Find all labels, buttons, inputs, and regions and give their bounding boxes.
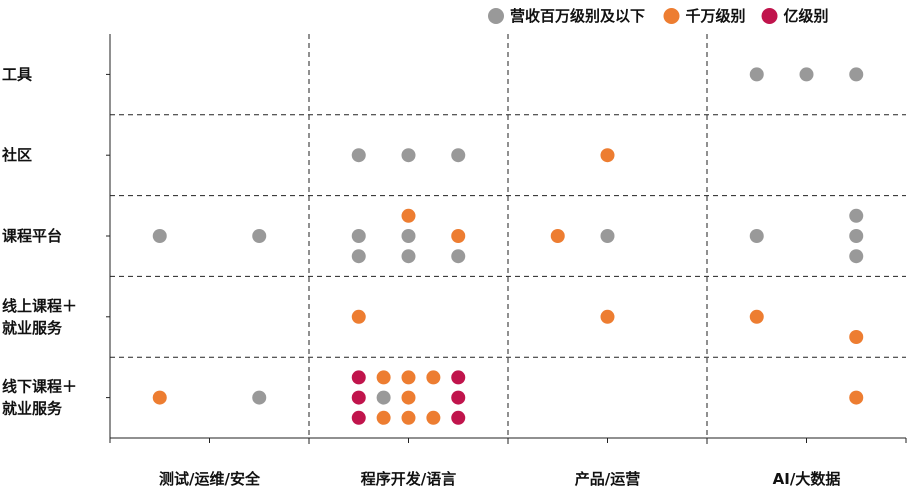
data-point-million <box>152 229 167 243</box>
data-point-million <box>401 148 416 163</box>
legend: 营收百万级别及以下 千万级别 亿级别 <box>488 7 829 25</box>
data-point-hundred_million <box>451 390 466 405</box>
legend-marker-ten_million <box>663 8 680 24</box>
data-point-million <box>351 229 366 243</box>
y-tick-label: 社区 <box>1 146 32 164</box>
data-point-million <box>749 229 764 243</box>
x-tick-label: 产品/运营 <box>575 470 640 488</box>
y-tick-label: 就业服务 <box>2 319 63 337</box>
data-points <box>152 67 864 425</box>
x-axis-labels: 测试/运维/安全 程序开发/语言 产品/运营 AI/大数据 <box>159 470 840 488</box>
data-point-ten_million <box>401 208 416 223</box>
data-point-million <box>849 229 864 243</box>
data-point-million <box>351 148 366 163</box>
data-point-hundred_million <box>351 390 366 405</box>
data-point-million <box>600 229 615 243</box>
data-point-ten_million <box>401 390 416 405</box>
chart-axes <box>106 34 907 443</box>
data-point-hundred_million <box>451 370 466 385</box>
y-tick-label: 就业服务 <box>2 400 63 418</box>
data-point-hundred_million <box>451 410 466 425</box>
data-point-million <box>799 67 814 82</box>
data-point-ten_million <box>426 370 441 385</box>
data-point-ten_million <box>376 410 391 425</box>
legend-label: 亿级别 <box>784 7 829 25</box>
data-point-million <box>401 229 416 243</box>
data-point-ten_million <box>401 410 416 425</box>
x-tick-label: AI/大数据 <box>773 470 841 488</box>
y-tick-label: 工具 <box>2 65 32 83</box>
y-tick-label: 线下课程＋ <box>2 378 77 396</box>
chart-grid <box>110 34 906 448</box>
y-tick-label: 线上课程＋ <box>2 297 77 315</box>
data-point-ten_million <box>600 309 615 324</box>
legend-label: 营收百万级别及以下 <box>510 7 645 25</box>
data-point-ten_million <box>600 148 615 163</box>
data-point-million <box>451 249 466 264</box>
data-point-ten_million <box>376 370 391 385</box>
x-tick-label: 程序开发/语言 <box>361 470 456 488</box>
legend-marker-million <box>488 8 504 24</box>
data-point-million <box>351 249 366 264</box>
data-point-million <box>252 229 267 243</box>
data-point-million <box>749 67 764 82</box>
data-point-million <box>849 208 864 223</box>
data-point-ten_million <box>401 370 416 385</box>
data-point-million <box>849 67 864 82</box>
data-point-million <box>252 390 267 405</box>
data-point-million <box>401 249 416 264</box>
data-point-hundred_million <box>351 370 366 385</box>
data-point-million <box>451 148 466 163</box>
legend-label: 千万级别 <box>686 7 746 25</box>
data-point-hundred_million <box>351 410 366 425</box>
legend-marker-hundred_million <box>761 8 778 24</box>
data-point-ten_million <box>849 330 864 344</box>
data-point-ten_million <box>550 229 565 243</box>
data-point-ten_million <box>152 390 167 405</box>
data-point-ten_million <box>451 229 466 243</box>
data-point-million <box>376 390 391 405</box>
data-point-ten_million <box>749 309 764 324</box>
x-tick-label: 测试/运维/安全 <box>159 470 261 488</box>
data-point-ten_million <box>849 390 864 405</box>
data-point-million <box>849 249 864 264</box>
y-tick-label: 课程平台 <box>2 227 62 245</box>
data-point-ten_million <box>426 410 441 425</box>
data-point-ten_million <box>351 309 366 324</box>
